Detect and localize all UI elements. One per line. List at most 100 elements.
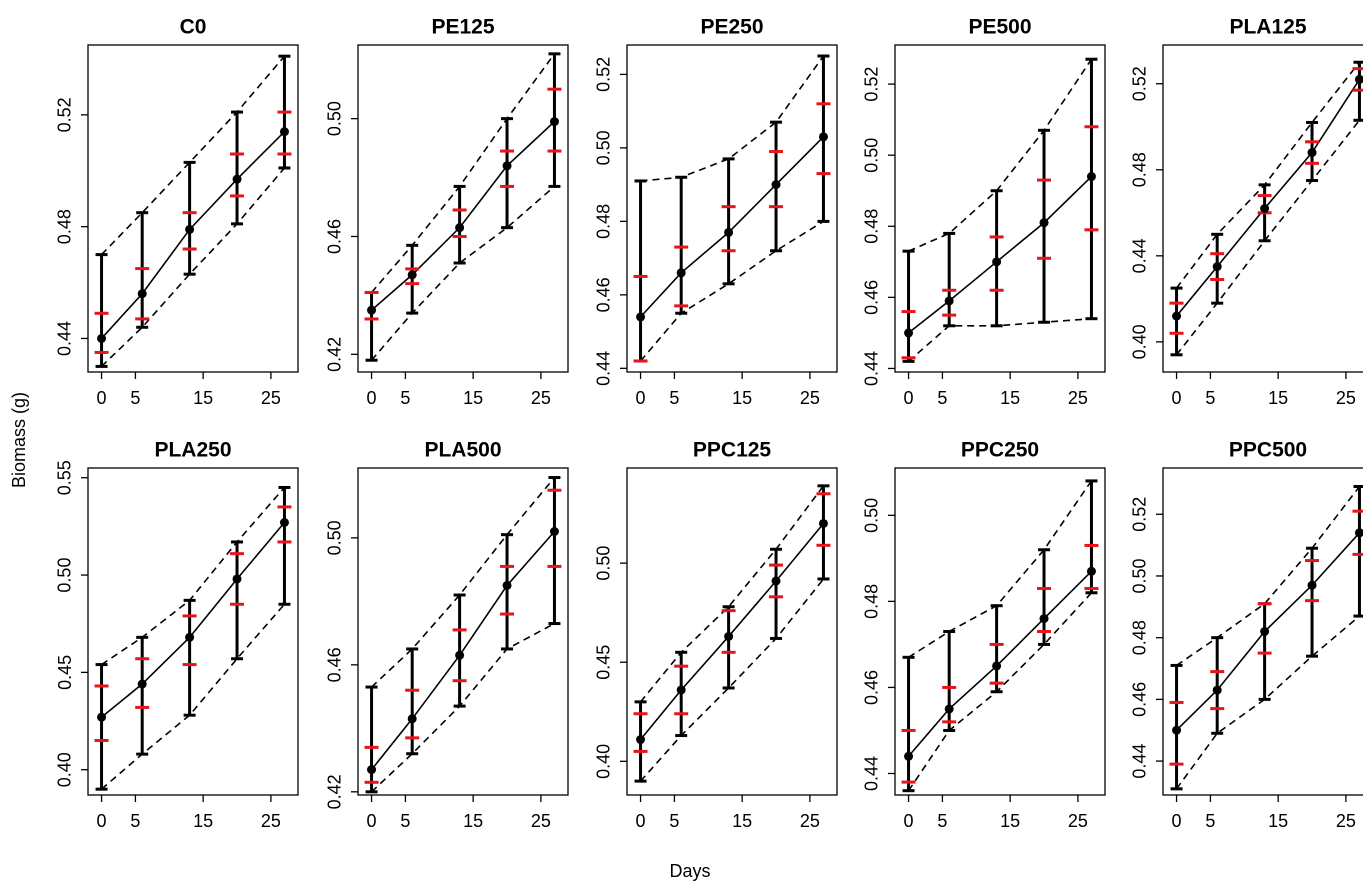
mean-point [771, 180, 781, 190]
mean-point [904, 751, 914, 761]
x-tick-label: 0 [904, 388, 914, 408]
mean-point [992, 257, 1002, 267]
panel-title: PE250 [700, 16, 763, 39]
y-tick-label: 0.48 [55, 209, 75, 244]
mean-point [724, 631, 734, 641]
mean-point [676, 268, 686, 278]
y-tick-label: 0.40 [55, 752, 75, 787]
upper-band [100, 55, 286, 256]
mean-point [676, 685, 686, 695]
y-tick-label: 0.48 [1130, 620, 1150, 655]
panel-title: PPC250 [961, 439, 1039, 462]
mean-point [279, 127, 289, 137]
x-tick-label: 5 [937, 811, 947, 831]
mean-point [1307, 148, 1317, 158]
panel-title: PE500 [968, 16, 1031, 39]
mean-point [97, 333, 107, 343]
x-tick-label: 25 [1336, 388, 1356, 408]
y-tick-label: 0.44 [55, 321, 75, 356]
x-tick-label: 5 [669, 388, 679, 408]
mean-point [232, 174, 242, 184]
x-tick-label: 0 [97, 388, 107, 408]
y-tick-label: 0.40 [594, 744, 614, 779]
mean-point [1172, 725, 1182, 735]
panel-title: PLA500 [424, 439, 501, 462]
mean-point [137, 679, 147, 689]
mean-point [818, 518, 828, 528]
y-tick-label: 0.50 [55, 558, 75, 593]
lower-band [100, 167, 286, 367]
x-tick-label: 15 [463, 388, 483, 408]
y-tick-label: 0.44 [594, 351, 614, 386]
y-tick-label: 0.46 [862, 280, 882, 315]
y-tick-label: 0.42 [325, 774, 345, 809]
y-tick-label: 0.52 [1130, 66, 1150, 101]
x-tick-label: 0 [636, 388, 646, 408]
x-tick-label: 5 [400, 811, 410, 831]
mean-point [904, 328, 914, 338]
mean-point [455, 223, 465, 233]
y-tick-label: 0.52 [55, 97, 75, 132]
y-tick-label: 0.50 [594, 546, 614, 581]
mean-point [232, 574, 242, 584]
mean-point [185, 632, 195, 642]
mean-point [1039, 218, 1049, 228]
y-axis-label: Biomass (g) [9, 392, 29, 488]
upper-band [908, 58, 1093, 252]
panel-title: PLA125 [1229, 16, 1306, 39]
y-tick-label: 0.46 [862, 670, 882, 705]
x-tick-label: 25 [800, 388, 820, 408]
plot-frame [894, 467, 1106, 796]
x-tick-label: 25 [1068, 388, 1088, 408]
y-tick-label: 0.46 [1130, 682, 1150, 717]
y-tick-label: 0.48 [862, 209, 882, 244]
y-tick-label: 0.50 [325, 101, 345, 136]
mean-point [1307, 580, 1317, 590]
mean-point [1086, 566, 1096, 576]
mean-point [724, 227, 734, 237]
mean-point [367, 765, 377, 775]
x-tick-label: 15 [1268, 388, 1288, 408]
x-tick-label: 0 [97, 811, 107, 831]
mean-point [1260, 627, 1270, 636]
y-tick-label: 0.50 [1130, 558, 1150, 593]
y-tick-label: 0.44 [862, 756, 882, 791]
upper-band [371, 477, 556, 688]
mean-line [1175, 78, 1361, 317]
mean-point [1086, 172, 1096, 182]
mean-point [1039, 614, 1049, 624]
mean-point [636, 735, 646, 745]
panel-title: PLA250 [154, 439, 231, 462]
lower-band [371, 622, 555, 793]
x-tick-label: 0 [367, 811, 377, 831]
lower-band [639, 578, 825, 782]
plot-frame [87, 467, 299, 796]
lower-band [639, 220, 824, 362]
upper-band [908, 480, 1093, 658]
panel-title: PPC500 [1229, 439, 1307, 462]
mean-point [455, 650, 465, 660]
x-tick-label: 25 [261, 811, 281, 831]
y-tick-label: 0.48 [862, 584, 882, 619]
mean-point [185, 224, 195, 234]
x-tick-label: 5 [937, 388, 947, 408]
mean-point [1354, 528, 1363, 538]
y-tick-label: 0.46 [325, 219, 345, 254]
x-tick-label: 15 [463, 811, 483, 831]
panel-title: PE125 [431, 16, 494, 39]
mean-line [639, 522, 825, 741]
mean-point [502, 580, 512, 590]
mean-point [137, 289, 147, 299]
panel-title: PPC125 [693, 439, 772, 462]
mean-line [371, 121, 555, 311]
upper-band [370, 53, 556, 293]
x-tick-label: 15 [193, 811, 213, 831]
mean-point [549, 117, 559, 127]
x-tick-label: 15 [193, 388, 213, 408]
x-tick-label: 15 [1268, 811, 1288, 831]
upper-band [1175, 61, 1361, 289]
x-tick-label: 25 [531, 811, 551, 831]
y-tick-label: 0.55 [55, 460, 75, 495]
x-tick-label: 25 [1336, 811, 1356, 831]
y-tick-label: 0.42 [325, 337, 345, 372]
